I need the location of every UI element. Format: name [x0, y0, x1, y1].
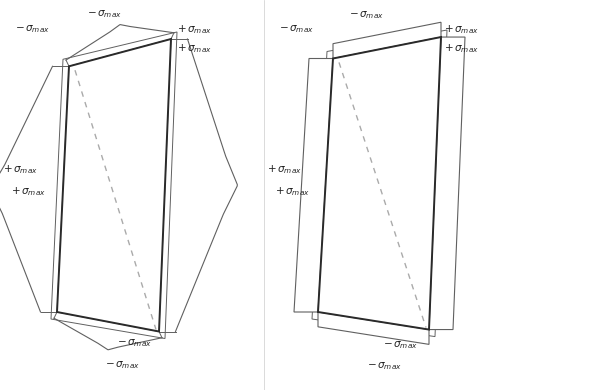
Text: $+$$\,\sigma_{max}$: $+$$\,\sigma_{max}$: [444, 43, 479, 55]
Text: $+$$\,\sigma_{max}$: $+$$\,\sigma_{max}$: [3, 163, 38, 176]
Text: $-$$\,\sigma_{max}$: $-$$\,\sigma_{max}$: [279, 23, 314, 35]
Text: $-$$\,\sigma_{max}$: $-$$\,\sigma_{max}$: [15, 23, 50, 35]
Text: $-$$\,\sigma_{max}$: $-$$\,\sigma_{max}$: [367, 361, 402, 372]
Text: $+$$\,\sigma_{max}$: $+$$\,\sigma_{max}$: [267, 163, 302, 176]
Polygon shape: [318, 312, 429, 344]
Text: $+$$\,\sigma_{max}$: $+$$\,\sigma_{max}$: [177, 23, 212, 35]
Text: $-$$\,\sigma_{max}$: $-$$\,\sigma_{max}$: [87, 8, 122, 20]
Text: $+$$\,\sigma_{max}$: $+$$\,\sigma_{max}$: [177, 43, 212, 55]
Polygon shape: [66, 25, 174, 66]
Text: $+$$\,\sigma_{max}$: $+$$\,\sigma_{max}$: [275, 185, 310, 197]
Polygon shape: [333, 22, 441, 58]
Text: $+$$\,\sigma_{max}$: $+$$\,\sigma_{max}$: [444, 23, 479, 35]
Polygon shape: [159, 39, 237, 332]
Polygon shape: [429, 37, 465, 330]
Text: $-$$\,\sigma_{max}$: $-$$\,\sigma_{max}$: [117, 337, 152, 349]
Polygon shape: [294, 58, 333, 312]
Text: $-$$\,\sigma_{max}$: $-$$\,\sigma_{max}$: [383, 339, 418, 351]
Polygon shape: [0, 66, 69, 312]
Text: $-$$\,\sigma_{max}$: $-$$\,\sigma_{max}$: [349, 9, 384, 21]
Polygon shape: [57, 39, 171, 332]
Polygon shape: [318, 37, 441, 330]
Polygon shape: [54, 312, 162, 350]
Text: $+$$\,\sigma_{max}$: $+$$\,\sigma_{max}$: [11, 185, 46, 197]
Text: $-$$\,\sigma_{max}$: $-$$\,\sigma_{max}$: [105, 359, 140, 370]
